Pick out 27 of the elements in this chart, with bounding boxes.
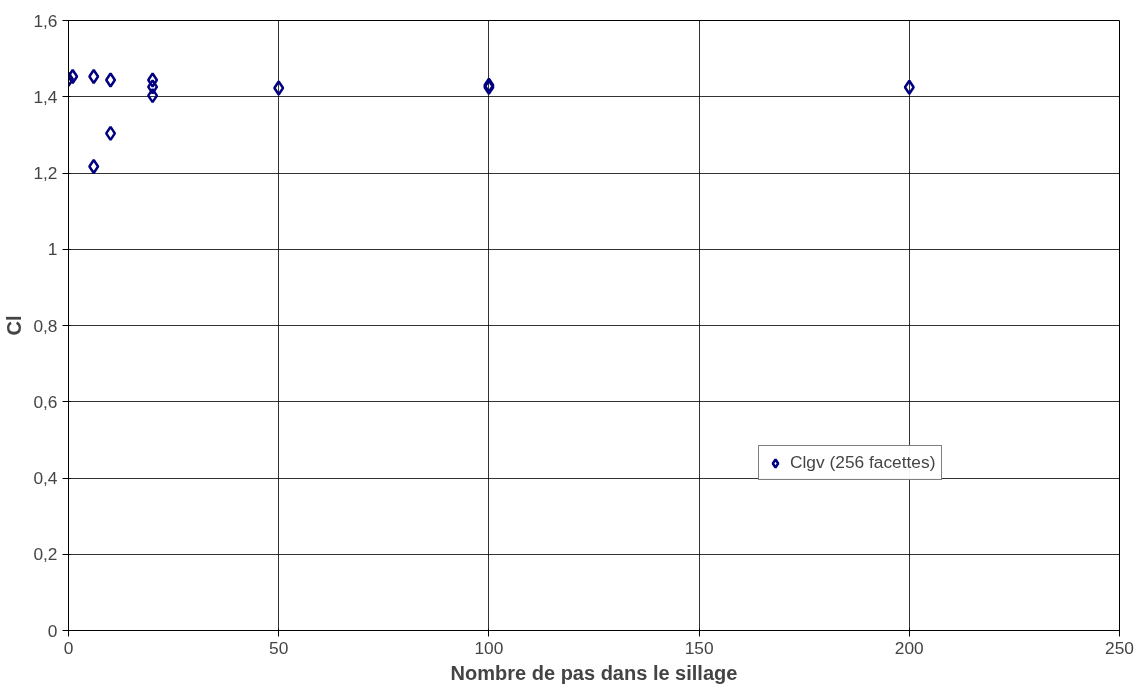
- x-tick-label: 0: [63, 637, 74, 658]
- legend-label: Clgv (256 facettes): [790, 452, 936, 473]
- point: [147, 79, 159, 95]
- y-tick-label: 0,2: [33, 544, 58, 565]
- point: [903, 79, 915, 95]
- x-tick-label: 100: [474, 637, 504, 658]
- y-tick-label: 1,2: [33, 163, 58, 183]
- y-tick-label: 0: [47, 620, 58, 641]
- point: [147, 87, 159, 104]
- x-tick-label: 150: [684, 637, 714, 658]
- y-tick-label: 1: [47, 239, 58, 260]
- point: [104, 125, 117, 142]
- y-tick-label: 1,4: [33, 86, 58, 107]
- y-tick-label: 0,8: [33, 315, 58, 336]
- x-axis-title: Nombre de pas dans le sillage: [450, 661, 738, 684]
- point: [88, 158, 100, 175]
- y-tick-label: 0,6: [33, 391, 58, 412]
- x-tick-label: 50: [269, 637, 289, 658]
- y-tick-label: 1,6: [33, 10, 58, 31]
- point: [88, 68, 100, 85]
- x-tick-label: 250: [1105, 637, 1134, 658]
- x-tick-label: 200: [894, 637, 924, 658]
- point: [273, 80, 285, 96]
- y-axis-title: Cl: [3, 315, 26, 336]
- y-tick-label: 0,4: [33, 468, 58, 488]
- point: [104, 72, 117, 88]
- point: [147, 72, 159, 88]
